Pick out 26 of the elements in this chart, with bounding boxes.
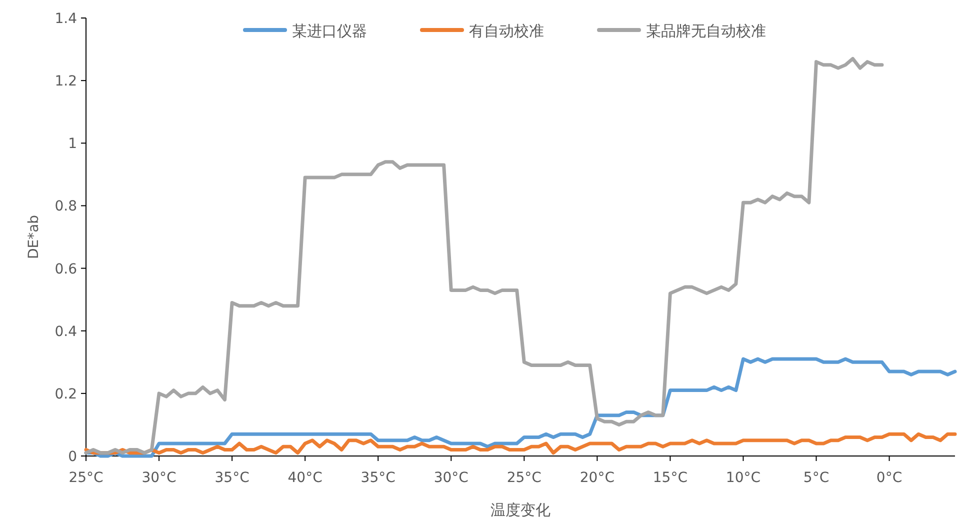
y-tick-label: 0.2 [54,386,77,402]
y-tick-label: 0 [68,449,77,465]
x-tick-label: 35°C [360,470,396,486]
legend-label: 有自动校准 [469,22,544,40]
y-tick-label: 0.4 [54,324,78,340]
x-tick-label: 30°C [434,470,469,486]
x-tick-label: 25°C [506,470,542,486]
x-tick-label: 35°C [214,470,250,486]
x-tick-label: 20°C [580,470,615,486]
x-tick-label: 0°C [876,470,902,486]
x-tick-label: 5°C [803,470,830,486]
legend-label: 某品牌无自动校准 [646,22,766,40]
y-tick-label: 1.2 [54,74,77,90]
y-axis-title: DE*ab [26,214,42,260]
y-tick-label: 0.8 [54,198,77,215]
x-axis-title: 温度变化 [490,501,550,519]
x-tick-label: 10°C [726,470,761,486]
y-tick-label: 1.4 [54,11,78,27]
x-tick-label: 40°C [288,470,323,486]
x-tick-label: 30°C [142,470,177,486]
x-tick-label: 25°C [68,470,104,486]
legend-label: 某进口仪器 [292,22,367,40]
y-tick-label: 0.6 [54,261,78,278]
line-series [84,56,884,455]
y-tick-label: 1 [68,136,77,152]
x-tick-label: 15°C [652,470,688,486]
